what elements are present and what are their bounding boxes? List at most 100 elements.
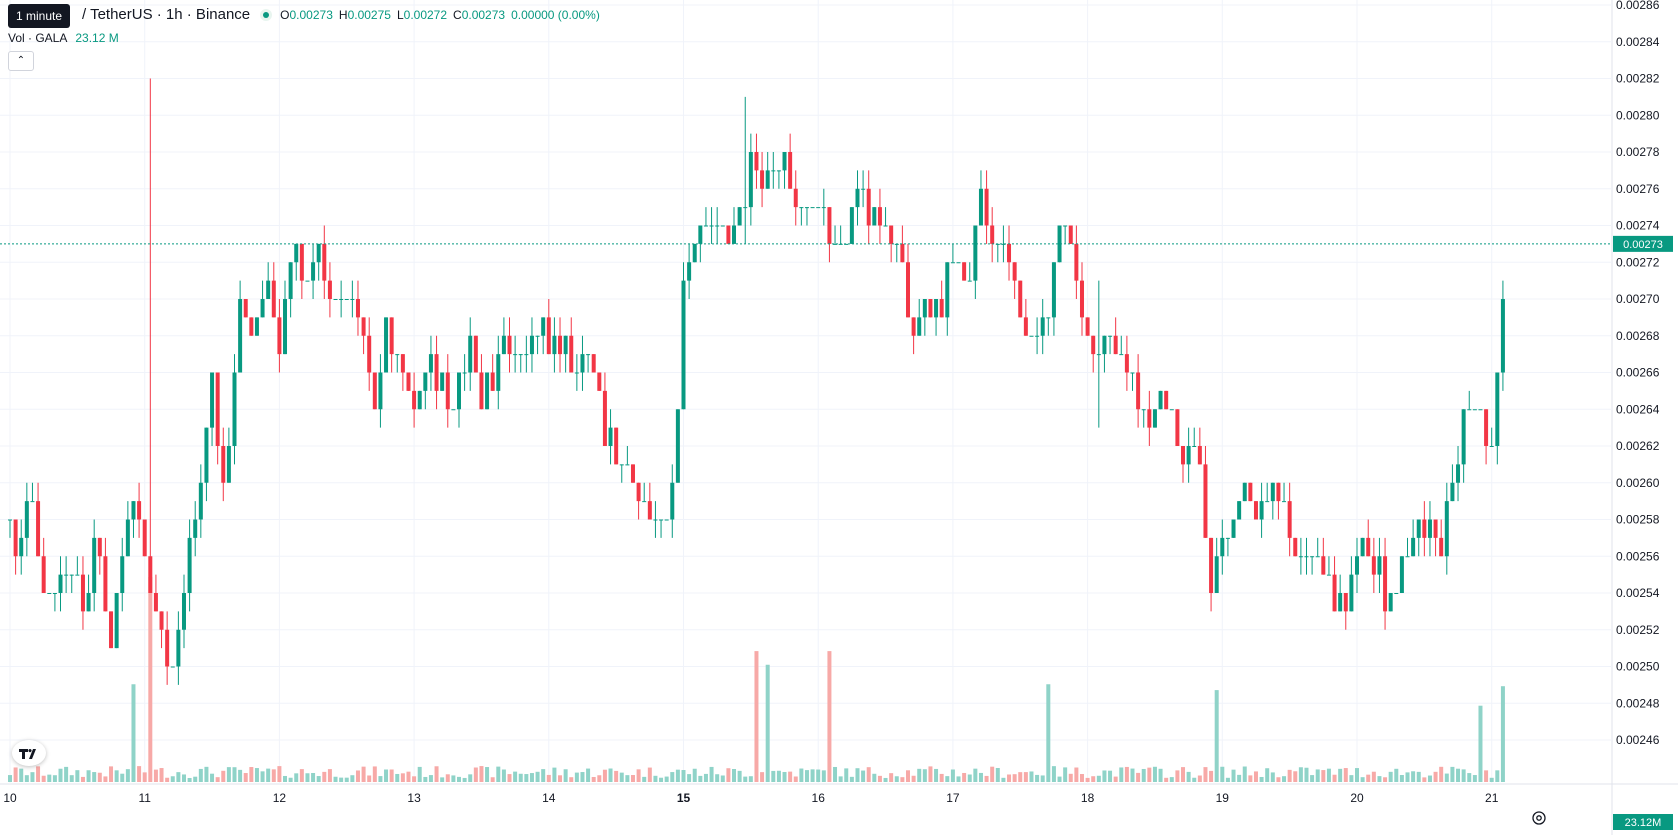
- candle: [1023, 299, 1028, 336]
- candle-body: [434, 354, 439, 391]
- candle-body: [417, 390, 422, 410]
- collapse-legend-button[interactable]: ⌃: [8, 51, 34, 71]
- candle: [294, 243, 299, 281]
- candle-body: [922, 299, 927, 318]
- volume-bar: [490, 777, 495, 782]
- candle-body: [305, 280, 310, 282]
- candle: [305, 280, 310, 282]
- candle: [1394, 593, 1399, 594]
- candle: [1489, 427, 1494, 447]
- candle-body: [720, 225, 725, 227]
- candle-body: [316, 243, 321, 263]
- candle: [159, 611, 164, 649]
- candle: [1388, 593, 1393, 612]
- candle: [75, 556, 80, 576]
- candle: [625, 446, 630, 466]
- candle-body: [1169, 409, 1174, 411]
- candle-body: [681, 280, 686, 410]
- candle-body: [1035, 335, 1040, 337]
- candle: [1259, 482, 1264, 538]
- candle: [1181, 446, 1186, 483]
- candle: [760, 152, 765, 208]
- candle: [849, 207, 854, 244]
- candle-body: [13, 519, 18, 557]
- candle-body: [170, 666, 175, 668]
- volume-bar: [1175, 770, 1180, 782]
- volume-bar: [670, 772, 675, 782]
- candle: [243, 299, 248, 318]
- candle: [271, 262, 276, 318]
- volume-bar: [934, 768, 939, 782]
- volume-bar: [294, 773, 299, 782]
- volume-bar: [883, 777, 888, 782]
- candle-body: [1355, 556, 1359, 575]
- volume-bar: [1096, 775, 1101, 782]
- candle-body: [473, 335, 478, 373]
- volume-bar: [1343, 768, 1348, 782]
- candle-body: [827, 207, 832, 244]
- candle-body: [260, 299, 265, 318]
- volume-bar: [1108, 770, 1113, 782]
- volume-bar: [591, 776, 596, 782]
- gear-icon[interactable]: [1529, 808, 1549, 828]
- candle-body: [984, 188, 989, 226]
- candle-body: [1411, 537, 1416, 557]
- candle: [945, 262, 950, 336]
- tradingview-logo-icon[interactable]: [12, 740, 46, 766]
- candle-body: [670, 482, 675, 520]
- volume-bar: [838, 776, 843, 782]
- candle: [299, 243, 304, 299]
- candle-body: [1478, 409, 1483, 411]
- candle-body: [288, 262, 293, 299]
- volume-bar: [1040, 775, 1045, 782]
- volume-bar: [821, 770, 826, 782]
- candle-body: [400, 354, 405, 373]
- candle: [844, 243, 849, 245]
- candle-body: [552, 335, 557, 355]
- candle: [1478, 409, 1483, 411]
- volume-bar: [445, 774, 450, 782]
- candle-body: [1371, 556, 1376, 575]
- price-tick-label: 0.00250: [1616, 660, 1660, 674]
- candle-body: [243, 299, 248, 318]
- volume-bar: [316, 776, 321, 782]
- volume-bar: [698, 775, 703, 782]
- volume-bar: [950, 769, 955, 782]
- candle: [681, 262, 686, 410]
- candle-body: [92, 537, 97, 593]
- candle: [41, 537, 46, 593]
- candle: [720, 225, 725, 227]
- candle: [1461, 409, 1466, 483]
- volume-bar: [1427, 775, 1432, 782]
- candle-body: [350, 299, 355, 300]
- candle: [226, 427, 231, 483]
- volume-bar: [962, 772, 967, 782]
- candle-body: [1119, 354, 1124, 356]
- market-status-icon[interactable]: [260, 8, 273, 21]
- volume-bar: [1181, 767, 1186, 782]
- candle-body: [917, 317, 922, 336]
- volume-bar: [614, 770, 619, 782]
- price-tick-label: 0.00272: [1616, 255, 1660, 269]
- volume-bar: [1472, 775, 1477, 782]
- candle-body: [855, 188, 860, 208]
- candle: [1225, 537, 1230, 557]
- candle: [423, 372, 428, 410]
- volume-bar: [1433, 771, 1438, 782]
- current-price-badge: 0.00273: [1613, 235, 1673, 252]
- price-tick-label: 0.00280: [1616, 108, 1660, 122]
- candle-body: [726, 225, 731, 244]
- volume-bar: [1248, 775, 1253, 782]
- candle: [659, 519, 664, 538]
- candle-body: [24, 501, 29, 538]
- candle-body: [804, 207, 809, 209]
- candle: [1068, 225, 1073, 244]
- candle-body: [1444, 501, 1449, 557]
- volume-bar: [1141, 768, 1146, 782]
- volume-bar: [833, 766, 838, 782]
- symbol-title[interactable]: / TetherUS · 1h · Binance: [82, 6, 251, 23]
- candle: [1366, 519, 1371, 557]
- candle: [496, 335, 501, 410]
- candle: [1018, 280, 1023, 318]
